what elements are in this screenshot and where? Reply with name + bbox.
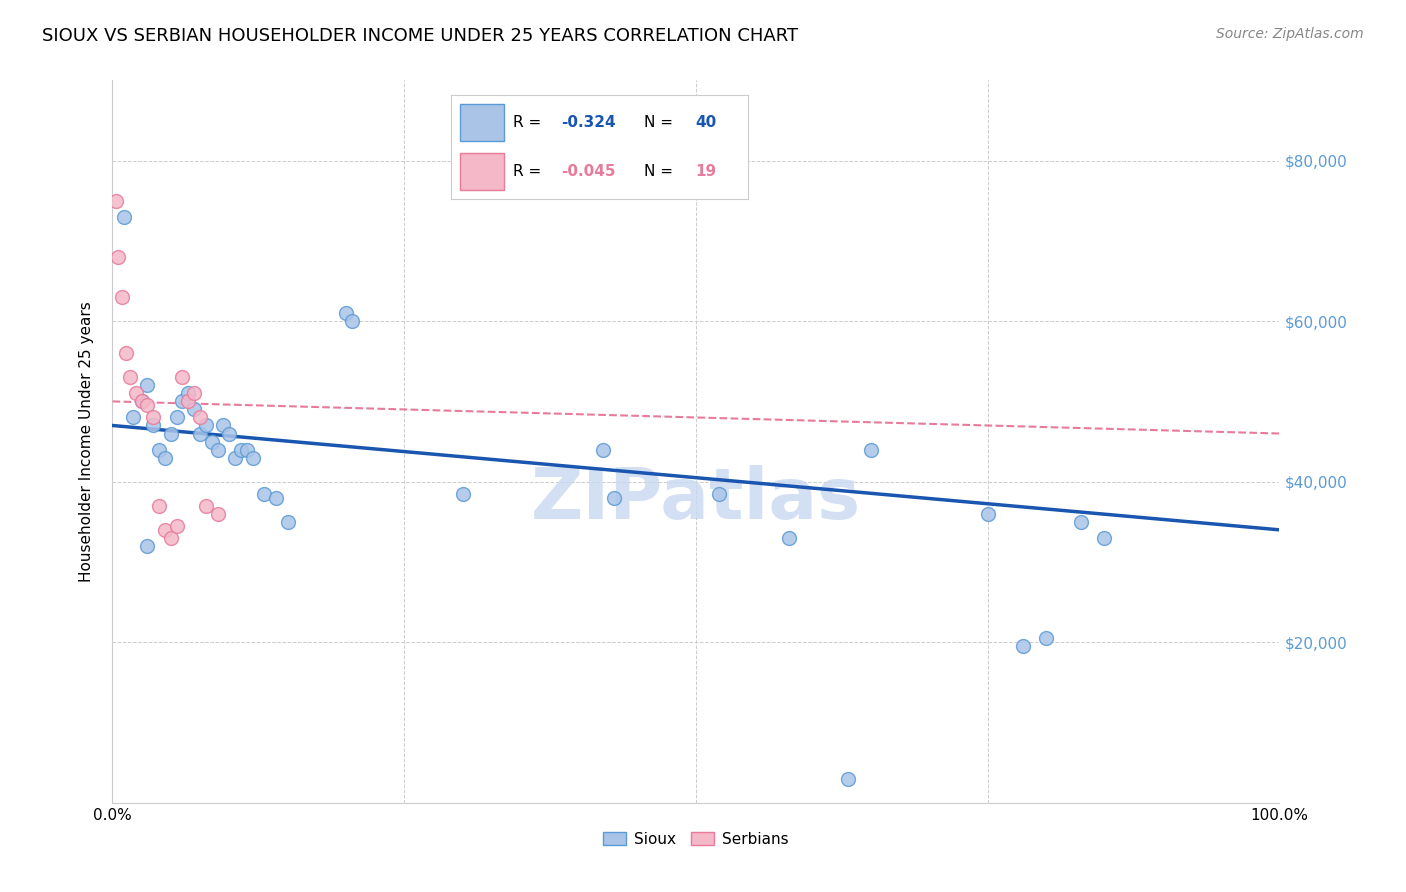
Point bbox=[177, 394, 200, 409]
Point bbox=[183, 402, 205, 417]
Point bbox=[112, 210, 135, 224]
Point bbox=[194, 418, 217, 433]
Text: SIOUX VS SERBIAN HOUSEHOLDER INCOME UNDER 25 YEARS CORRELATION CHART: SIOUX VS SERBIAN HOUSEHOLDER INCOME UNDE… bbox=[42, 27, 799, 45]
Point bbox=[166, 410, 188, 425]
Point bbox=[166, 518, 188, 533]
Point bbox=[451, 486, 474, 500]
Point bbox=[778, 531, 800, 545]
Point bbox=[603, 491, 626, 505]
Legend: Sioux, Serbians: Sioux, Serbians bbox=[598, 826, 794, 853]
Point bbox=[242, 450, 264, 465]
Point bbox=[1035, 632, 1057, 646]
Point bbox=[104, 194, 127, 208]
Point bbox=[253, 486, 276, 500]
Point bbox=[229, 442, 252, 457]
Point bbox=[207, 507, 229, 521]
Point bbox=[837, 772, 859, 786]
Text: ZIPatlas: ZIPatlas bbox=[531, 465, 860, 533]
Point bbox=[111, 290, 134, 304]
Point bbox=[976, 507, 998, 521]
Point bbox=[125, 386, 148, 401]
Point bbox=[860, 442, 883, 457]
Point bbox=[136, 539, 159, 553]
Point bbox=[160, 426, 183, 441]
Point bbox=[188, 426, 211, 441]
Point bbox=[709, 486, 731, 500]
Point bbox=[136, 378, 159, 392]
Point bbox=[1070, 515, 1092, 529]
Point bbox=[172, 370, 194, 384]
Point bbox=[177, 386, 200, 401]
Point bbox=[107, 250, 129, 264]
Point bbox=[142, 410, 165, 425]
Point bbox=[276, 515, 298, 529]
Point bbox=[153, 523, 176, 537]
Point bbox=[1094, 531, 1116, 545]
Point bbox=[122, 410, 145, 425]
Point bbox=[118, 370, 141, 384]
Text: Source: ZipAtlas.com: Source: ZipAtlas.com bbox=[1216, 27, 1364, 41]
Point bbox=[340, 314, 363, 328]
Point bbox=[1011, 639, 1033, 653]
Y-axis label: Householder Income Under 25 years: Householder Income Under 25 years bbox=[79, 301, 94, 582]
Point bbox=[218, 426, 240, 441]
Point bbox=[335, 306, 357, 320]
Point bbox=[264, 491, 287, 505]
Point bbox=[131, 394, 153, 409]
Point bbox=[131, 394, 153, 409]
Point bbox=[207, 442, 229, 457]
Point bbox=[188, 410, 211, 425]
Point bbox=[148, 499, 170, 513]
Point bbox=[148, 442, 170, 457]
Point bbox=[194, 499, 217, 513]
Point bbox=[136, 398, 159, 412]
Point bbox=[115, 346, 138, 360]
Point bbox=[592, 442, 614, 457]
Point bbox=[201, 434, 224, 449]
Point bbox=[183, 386, 205, 401]
Point bbox=[212, 418, 235, 433]
Point bbox=[160, 531, 183, 545]
Point bbox=[153, 450, 176, 465]
Point bbox=[224, 450, 246, 465]
Point bbox=[235, 442, 257, 457]
Point bbox=[172, 394, 194, 409]
Point bbox=[142, 418, 165, 433]
